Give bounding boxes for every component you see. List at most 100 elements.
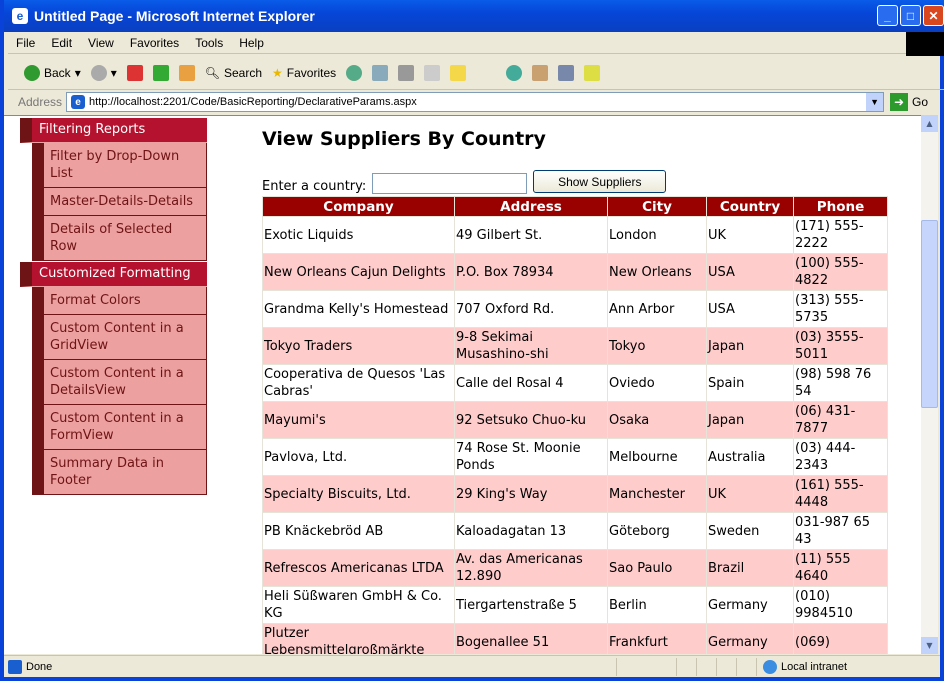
nav-item-custom-detailsview[interactable]: Custom Content in a DetailsView: [32, 360, 207, 405]
suppliers-grid: Company Address City Country Phone Exotic Li…: [262, 196, 888, 654]
menu-edit[interactable]: Edit: [51, 35, 73, 50]
cell-phone: (11) 555 4640: [793, 549, 888, 587]
print-icon[interactable]: [398, 64, 415, 81]
cell-city: Ann Arbor: [607, 290, 707, 328]
nav-item-format-colors[interactable]: Format Colors: [32, 287, 207, 315]
column-header-company: Company: [262, 196, 455, 217]
page-icon: e: [71, 95, 86, 109]
cell-address: Tiergartenstraße 5: [454, 586, 608, 624]
cell-city: New Orleans: [607, 253, 707, 291]
forward-arrow-icon: [90, 64, 107, 81]
globe-icon[interactable]: [506, 64, 523, 81]
page-title: View Suppliers By Country: [262, 128, 546, 150]
menu-view[interactable]: View: [88, 35, 114, 50]
cell-country: UK: [706, 216, 794, 254]
address-dropdown-icon[interactable]: ▼: [866, 93, 884, 111]
table-row: Plutzer Lebensmittelgroßmärkte Bogenallee…: [262, 623, 888, 654]
table-row: Exotic Liquids 49 Gilbert St. London UK (171…: [262, 216, 888, 254]
cell-address: 49 Gilbert St.: [454, 216, 608, 254]
history-icon[interactable]: [346, 64, 363, 81]
zone-text: Local intranet: [781, 660, 848, 673]
table-row: New Orleans Cajun Delights P.O. Box 78934…: [262, 253, 888, 291]
table-row: Heli Süßwaren GmbH & Co. KG Tiergartenstr…: [262, 586, 888, 624]
country-input[interactable]: [372, 173, 528, 194]
menu-help[interactable]: Help: [239, 35, 264, 50]
stop-icon[interactable]: [126, 64, 143, 81]
favorites-button[interactable]: ★ Favorites: [272, 66, 336, 80]
main-content: View Suppliers By Country Enter a countr…: [262, 128, 888, 654]
nav-section-customized-formatting[interactable]: Customized Formatting: [20, 262, 207, 287]
cell-phone: (171) 555-2222: [793, 216, 888, 254]
nav-item-custom-formview[interactable]: Custom Content in a FormView: [32, 405, 207, 450]
address-url: http://localhost:2201/Code/BasicReportin…: [89, 96, 417, 108]
cell-country: Sweden: [706, 512, 794, 550]
favorites-label: Favorites: [286, 65, 337, 80]
back-button[interactable]: Back ▾: [24, 64, 81, 81]
nav-item-filter-dropdown[interactable]: Filter by Drop-Down List: [32, 143, 207, 188]
cell-company: Tokyo Traders: [262, 327, 455, 365]
cell-country: Spain: [706, 364, 794, 402]
table-row: Pavlova, Ltd. 74 Rose St. Moonie Ponds Mel…: [262, 438, 888, 476]
research-icon[interactable]: [558, 64, 575, 81]
menu-favorites[interactable]: Favorites: [129, 35, 180, 50]
vertical-scrollbar[interactable]: ▲ ▼: [921, 115, 938, 654]
nav-item-custom-gridview[interactable]: Custom Content in a GridView: [32, 315, 207, 360]
minimize-button[interactable]: _: [877, 5, 898, 26]
nav-item-summary-footer[interactable]: Summary Data in Footer: [32, 450, 207, 495]
cell-city: Melbourne: [607, 438, 707, 476]
refresh-icon[interactable]: [152, 64, 169, 81]
cell-country: USA: [706, 253, 794, 291]
cell-phone: (010) 9984510: [793, 586, 888, 624]
scroll-up-icon[interactable]: ▲: [921, 115, 938, 132]
status-bar: Done Local intranet: [4, 655, 940, 677]
cell-country: Australia: [706, 438, 794, 476]
nav-item-details-selected-row[interactable]: Details of Selected Row: [32, 216, 207, 261]
cell-company: Heli Süßwaren GmbH & Co. KG: [262, 586, 455, 624]
cell-phone: (313) 555-5735: [793, 290, 888, 328]
cell-company: Exotic Liquids: [262, 216, 455, 254]
address-bar: Address e http://localhost:2201/Code/Bas…: [8, 90, 944, 114]
cell-company: New Orleans Cajun Delights: [262, 253, 455, 291]
forward-button[interactable]: ▾: [90, 64, 117, 81]
edit-icon[interactable]: [424, 64, 441, 81]
cell-city: London: [607, 216, 707, 254]
cell-phone: (03) 3555-5011: [793, 327, 888, 365]
discuss-icon[interactable]: [450, 64, 467, 81]
table-row: PB Knäckebröd AB Kaloadagatan 13 Göteborg S…: [262, 512, 888, 550]
nav-section-filtering-reports[interactable]: Filtering Reports: [20, 118, 207, 143]
cell-city: Sao Paulo: [607, 549, 707, 587]
table-row: Specialty Biscuits, Ltd. 29 King's Way Man…: [262, 475, 888, 513]
back-label: Back: [44, 65, 71, 80]
column-header-city: City: [607, 196, 707, 217]
scroll-down-icon[interactable]: ▼: [921, 637, 938, 654]
close-button[interactable]: ✕: [923, 5, 944, 26]
page-content: Filtering Reports Filter by Drop-Down Li…: [4, 115, 921, 654]
search-button[interactable]: 🔍︎ Search: [205, 66, 262, 80]
show-suppliers-button[interactable]: Show Suppliers: [533, 170, 667, 193]
scroll-thumb[interactable]: [921, 220, 938, 408]
cell-city: Tokyo: [607, 327, 707, 365]
cell-address: Bogenallee 51: [454, 623, 608, 654]
column-header-country: Country: [706, 196, 794, 217]
table-row: Mayumi's 92 Setsuko Chuo-ku Osaka Japan (06)…: [262, 401, 888, 439]
toolbar: Back ▾ ▾ 🔍︎ Search ★ Favorites: [8, 56, 944, 90]
cell-company: Specialty Biscuits, Ltd.: [262, 475, 455, 513]
cell-company: Grandma Kelly's Homestead: [262, 290, 455, 328]
cell-city: Osaka: [607, 401, 707, 439]
table-row: Refrescos Americanas LTDA Av. das America…: [262, 549, 888, 587]
title-bar: e Untitled Page - Microsoft Internet Exp…: [4, 0, 944, 32]
mail-icon[interactable]: [372, 64, 389, 81]
maximize-button[interactable]: □: [900, 5, 921, 26]
cell-city: Manchester: [607, 475, 707, 513]
cell-city: Frankfurt: [607, 623, 707, 654]
address-input[interactable]: e http://localhost:2201/Code/BasicReport…: [66, 92, 885, 112]
home-icon[interactable]: [178, 64, 195, 81]
cell-phone: 031-987 65 43: [793, 512, 888, 550]
go-button[interactable]: ➜ Go: [890, 93, 928, 111]
cell-address: Calle del Rosal 4: [454, 364, 608, 402]
messenger-icon[interactable]: [584, 64, 601, 81]
tool-icon[interactable]: [532, 64, 549, 81]
menu-file[interactable]: File: [16, 35, 36, 50]
menu-tools[interactable]: Tools: [195, 35, 224, 50]
nav-item-master-details[interactable]: Master-Details-Details: [32, 188, 207, 216]
